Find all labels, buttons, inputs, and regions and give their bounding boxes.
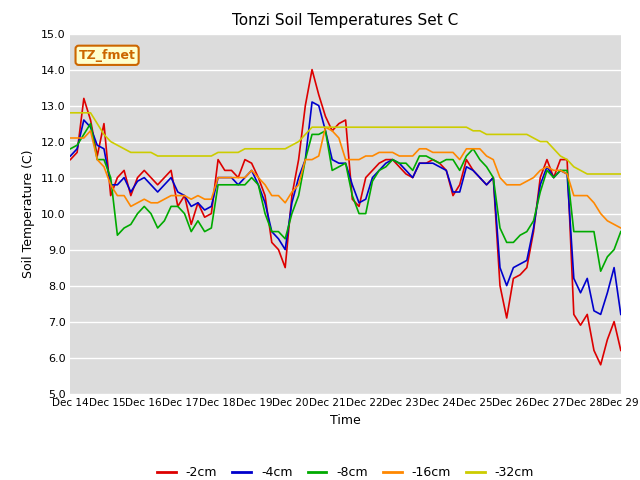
Legend: -2cm, -4cm, -8cm, -16cm, -32cm: -2cm, -4cm, -8cm, -16cm, -32cm <box>152 461 539 480</box>
Text: TZ_fmet: TZ_fmet <box>79 49 136 62</box>
X-axis label: Time: Time <box>330 414 361 427</box>
Title: Tonzi Soil Temperatures Set C: Tonzi Soil Temperatures Set C <box>232 13 459 28</box>
Y-axis label: Soil Temperature (C): Soil Temperature (C) <box>22 149 35 278</box>
